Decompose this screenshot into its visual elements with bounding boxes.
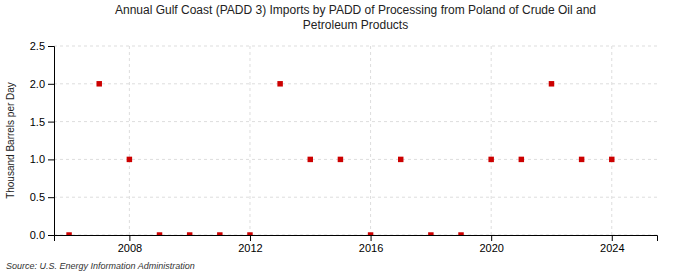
point [458, 232, 463, 235]
grid-line-x [129, 46, 130, 235]
x-tick-mark [491, 235, 492, 241]
x-tick: 2012 [238, 235, 262, 254]
x-tick: 2016 [359, 235, 383, 254]
point [398, 157, 403, 162]
x-tick-mark [371, 235, 372, 241]
x-axis: 2008 2012 2016 2020 2024 [55, 235, 658, 254]
point [609, 157, 614, 162]
grid-line-y [54, 121, 657, 122]
point [247, 232, 252, 235]
point [66, 232, 71, 235]
point [157, 232, 162, 235]
x-axis-line [55, 236, 658, 242]
x-tick: 2024 [600, 235, 624, 254]
grid-line-x [249, 46, 250, 235]
point [187, 232, 192, 235]
point [488, 157, 493, 162]
grid-line-y [54, 159, 657, 160]
y-tick: 1.0 [30, 153, 54, 165]
grid [54, 46, 657, 235]
chart: Annual Gulf Coast (PADD 3) Imports by PA… [0, 0, 675, 275]
y-axis: 0.0 0.5 1.0 1.5 2.0 2.5 [30, 40, 55, 241]
x-tick-mark [612, 235, 613, 241]
y-tick: 0.0 [30, 229, 54, 241]
y-tick-label: 0.5 [30, 191, 45, 203]
grid-line-x [491, 46, 492, 235]
y-axis-line [48, 47, 55, 236]
grid-line-x [611, 46, 612, 235]
grid-line-x [370, 46, 371, 235]
title: Annual Gulf Coast (PADD 3) Imports by PA… [115, 3, 596, 32]
point [217, 232, 222, 235]
plot: 2008 2012 2016 2020 2024 0.0 0.5 1.0 1.5 2.0 2.5 [30, 40, 658, 254]
y-tick-mark [48, 235, 54, 236]
y-tick: 1.5 [30, 116, 54, 128]
y-axis-title: Thousand Barrels per Day [5, 82, 16, 199]
x-tick-mark [129, 235, 130, 241]
x-tick-label: 2024 [600, 242, 624, 254]
y-tick-label: 2.5 [30, 40, 45, 52]
title-line: Petroleum Products [303, 18, 408, 32]
point [368, 232, 373, 235]
y-tick: 0.5 [30, 191, 54, 203]
point [428, 232, 433, 235]
grid-line-y [54, 197, 657, 198]
point [96, 81, 101, 86]
annotation: Source: U.S. Energy Information Administ… [6, 261, 195, 271]
y-tick-label: 0.0 [30, 229, 45, 241]
x-tick-label: 2008 [118, 242, 142, 254]
grid-line-y [54, 46, 657, 47]
x-tick-label: 2016 [359, 242, 383, 254]
x-tick: 2008 [118, 235, 142, 254]
y-tick-mark [48, 46, 54, 47]
y-tick-label: 1.0 [30, 153, 45, 165]
y-tick-label: 1.5 [30, 116, 45, 128]
point [277, 81, 282, 86]
point [579, 157, 584, 162]
title-line: Annual Gulf Coast (PADD 3) Imports by PA… [115, 3, 596, 17]
y-tick: 2.5 [30, 40, 54, 52]
x-tick-mark [250, 235, 251, 241]
x-tick-label: 2020 [479, 242, 503, 254]
y-tick: 2.0 [30, 78, 54, 90]
y-tick-label: 2.0 [30, 78, 45, 90]
y-tick-mark [48, 197, 54, 198]
y-tick-mark [48, 84, 54, 85]
y-tick-mark [48, 159, 54, 160]
x-tick-label: 2012 [238, 242, 262, 254]
grid-line-y [54, 83, 657, 84]
y-tick-mark [48, 122, 54, 123]
point [519, 157, 524, 162]
points [66, 81, 614, 235]
point [338, 157, 343, 162]
point [549, 81, 554, 86]
x-tick: 2020 [479, 235, 503, 254]
point [308, 157, 313, 162]
point [127, 157, 132, 162]
